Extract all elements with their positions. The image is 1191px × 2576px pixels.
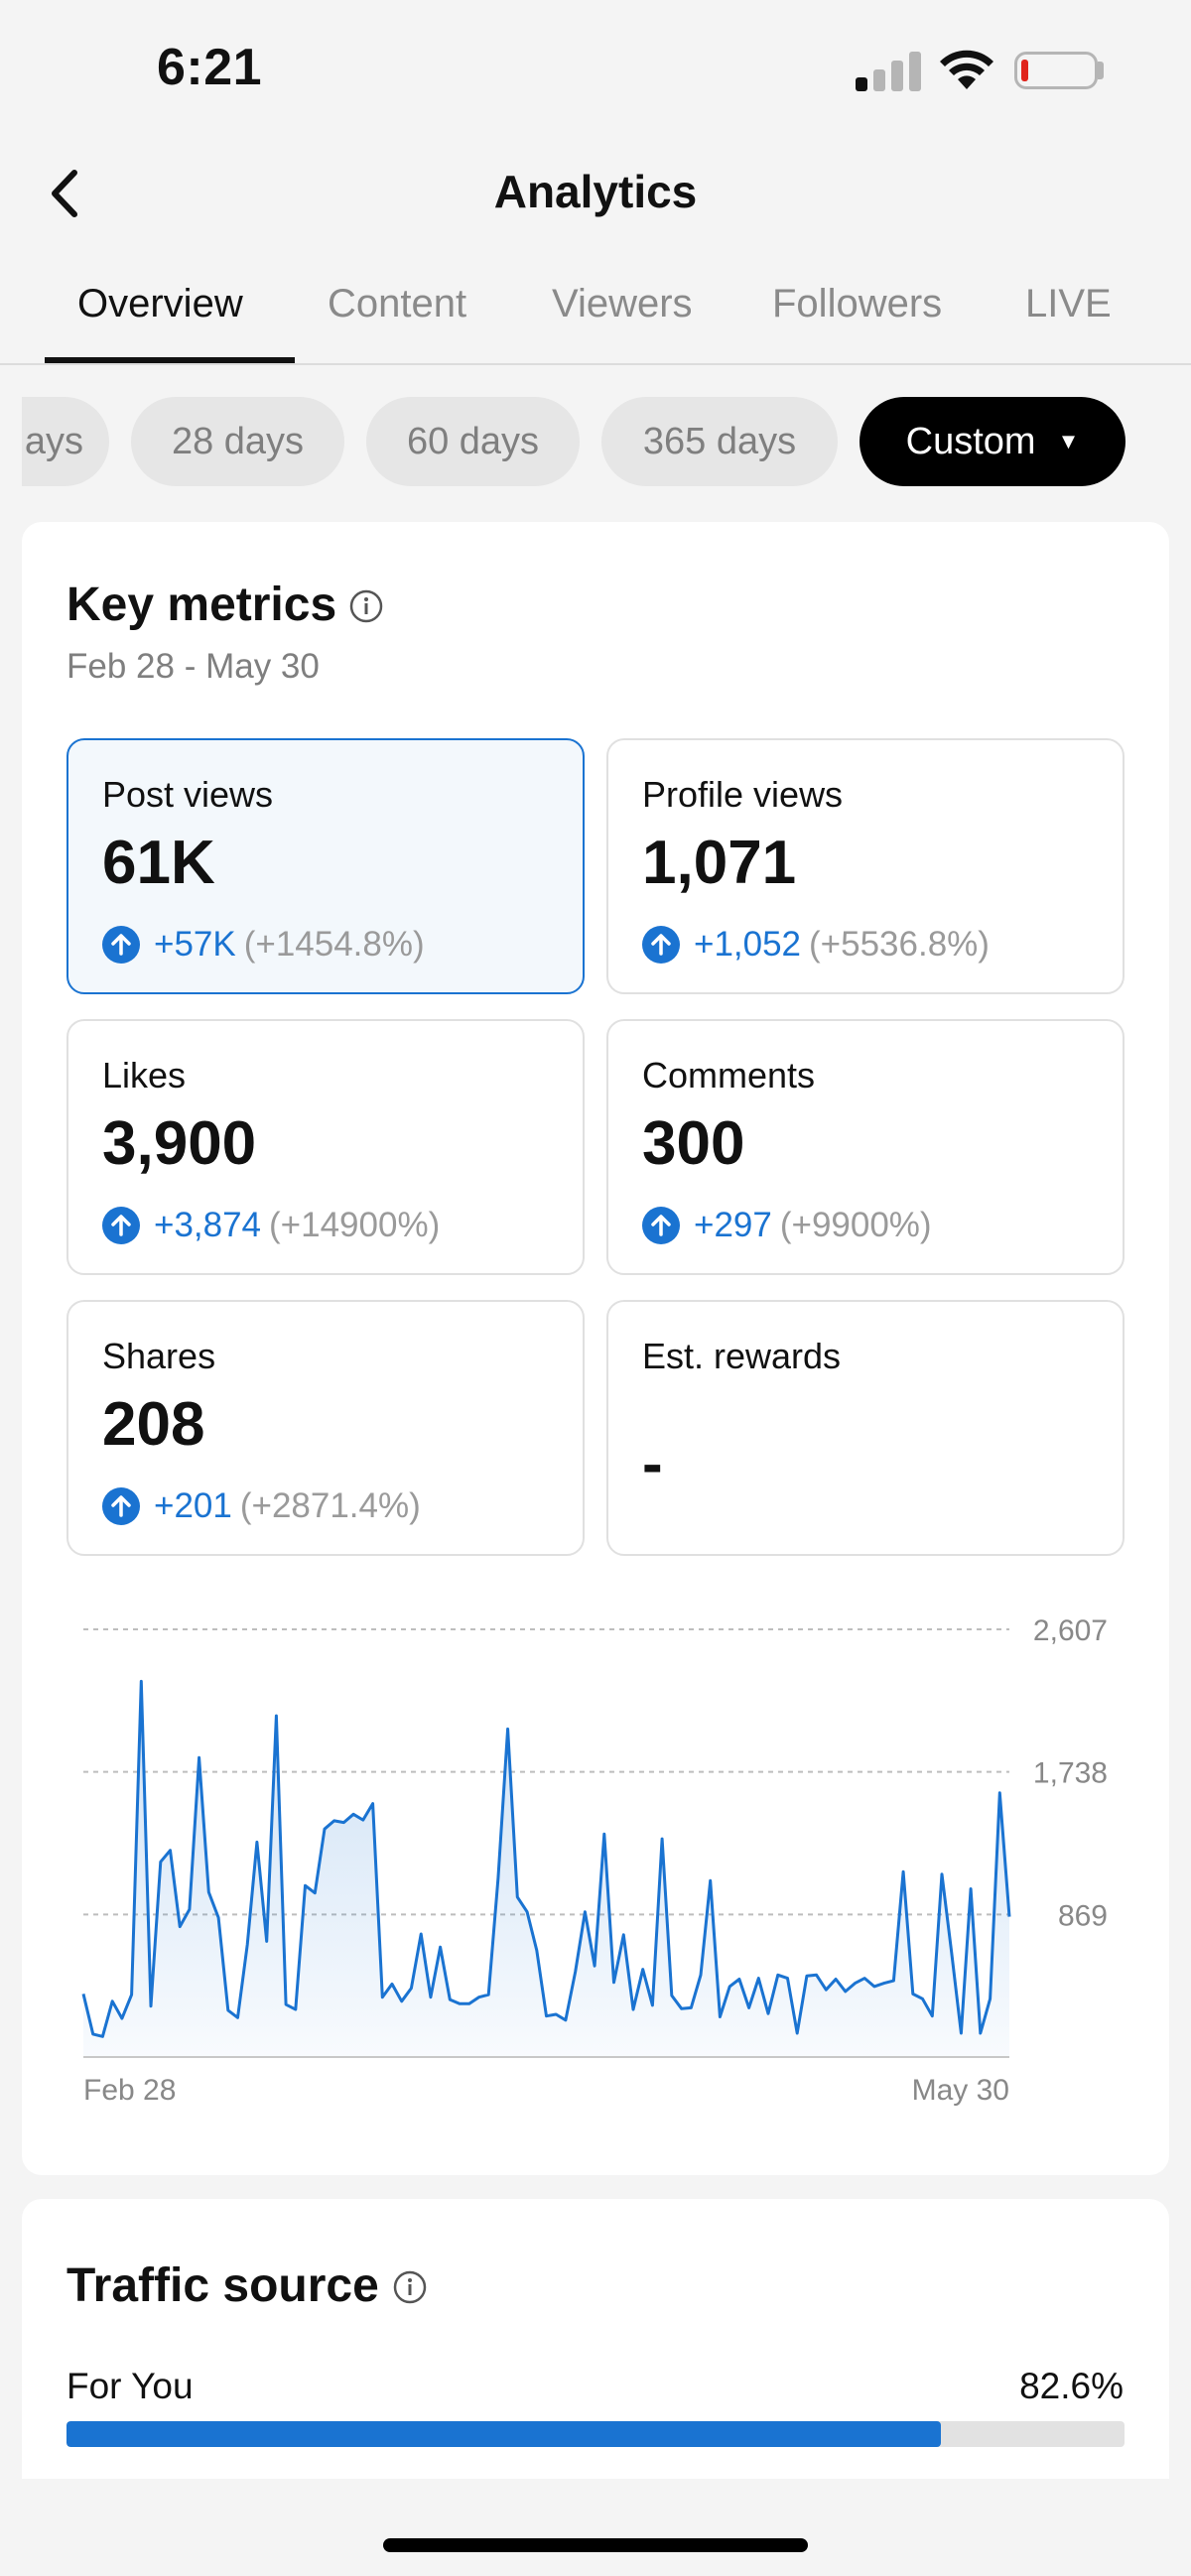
traffic-source-value: 82.6% bbox=[1019, 2366, 1124, 2406]
metric-change-percent: (+14900%) bbox=[269, 1206, 441, 1244]
y-tick-label: 869 bbox=[1058, 1899, 1108, 1932]
tab-viewers[interactable]: Viewers bbox=[552, 282, 693, 325]
tab-overview[interactable]: Overview bbox=[77, 282, 243, 325]
chip-60-days[interactable]: 60 days bbox=[366, 397, 580, 486]
traffic-source-title: Traffic source bbox=[66, 2259, 379, 2312]
traffic-source-bar bbox=[66, 2421, 1125, 2447]
nav-bar: Analytics bbox=[0, 139, 1191, 248]
info-icon[interactable] bbox=[393, 2270, 427, 2304]
metric-change-percent: (+2871.4%) bbox=[239, 1486, 421, 1525]
metric-change-value: +201 bbox=[154, 1486, 232, 1525]
metric-label: Likes bbox=[102, 1055, 187, 1095]
tab-followers[interactable]: Followers bbox=[772, 282, 943, 325]
metric-change: +297 (+9900%) bbox=[642, 1206, 932, 1245]
caret-down-icon: ▼ bbox=[1057, 429, 1080, 453]
traffic-source-bar-fill bbox=[66, 2421, 941, 2447]
metric-change-percent: (+1454.8%) bbox=[243, 925, 425, 964]
page-title: Analytics bbox=[493, 166, 698, 217]
metric-value: - bbox=[642, 1430, 663, 1498]
bottom-safe-area bbox=[0, 2479, 1191, 2576]
chip-custom[interactable]: Custom ▼ bbox=[860, 397, 1125, 486]
metric-label: Profile views bbox=[642, 774, 844, 815]
home-indicator bbox=[383, 2538, 808, 2552]
wifi-icon bbox=[940, 50, 993, 89]
metric-label: Shares bbox=[102, 1336, 216, 1376]
metric-value: 61K bbox=[102, 829, 215, 897]
metric-comments[interactable]: Comments 300 +297 (+9900%) bbox=[606, 1019, 1125, 1275]
metric-change: +3,874 (+14900%) bbox=[102, 1206, 440, 1245]
metric-value: 1,071 bbox=[642, 829, 797, 897]
chart-area bbox=[83, 1681, 1009, 2057]
chip-custom-label: Custom bbox=[905, 420, 1036, 462]
cellular-signal-icon bbox=[856, 46, 921, 91]
tab-content[interactable]: Content bbox=[328, 282, 467, 325]
metric-change-percent: (+9900%) bbox=[779, 1206, 932, 1244]
chart-line bbox=[81, 1679, 1011, 2038]
status-bar: 6:21 bbox=[0, 0, 1191, 139]
key-metrics-title: Key metrics bbox=[66, 579, 337, 631]
traffic-source-card: Traffic source For You 82.6% bbox=[22, 2199, 1169, 2576]
chip-365-days[interactable]: 365 days bbox=[601, 397, 838, 486]
metric-post-views[interactable]: Post views 61K +57K (+1454.8%) bbox=[66, 738, 585, 994]
metric-est-rewards[interactable]: Est. rewards - bbox=[606, 1300, 1125, 1556]
battery-tip bbox=[1098, 62, 1104, 79]
post-views-chart: 869 1,738 2,607 Feb 28 May 30 bbox=[81, 1614, 1108, 2107]
metric-label: Post views bbox=[102, 774, 274, 815]
metric-change-value: +297 bbox=[694, 1206, 772, 1244]
metric-value: 208 bbox=[102, 1390, 205, 1459]
y-tick-label: 2,607 bbox=[1033, 1614, 1108, 1647]
metric-change-value: +57K bbox=[154, 925, 236, 964]
key-metrics-card: Key metrics Feb 28 - May 30 Post views 6… bbox=[22, 522, 1169, 2175]
metric-label: Est. rewards bbox=[642, 1336, 842, 1376]
chip-28-days[interactable]: 28 days bbox=[131, 397, 344, 486]
tab-bar: Overview Content Viewers Followers LIVE bbox=[0, 268, 1191, 365]
metric-change: +1,052 (+5536.8%) bbox=[642, 925, 990, 965]
x-tick-label-start: Feb 28 bbox=[83, 2074, 176, 2107]
info-icon[interactable] bbox=[349, 589, 383, 623]
arrow-up-icon bbox=[642, 926, 680, 964]
arrow-up-icon bbox=[102, 1207, 140, 1244]
chip-7-days-label: ays bbox=[24, 420, 83, 462]
metric-value: 3,900 bbox=[102, 1109, 257, 1178]
metric-value: 300 bbox=[642, 1109, 745, 1178]
arrow-up-icon bbox=[102, 1487, 140, 1525]
metric-likes[interactable]: Likes 3,900 +3,874 (+14900%) bbox=[66, 1019, 585, 1275]
active-tab-indicator bbox=[45, 357, 295, 363]
arrow-up-icon bbox=[102, 926, 140, 964]
metric-label: Comments bbox=[642, 1055, 816, 1095]
metric-change: +57K (+1454.8%) bbox=[102, 925, 425, 965]
metric-change: +201 (+2871.4%) bbox=[102, 1486, 421, 1526]
x-tick-label-end: May 30 bbox=[912, 2074, 1009, 2107]
battery-icon bbox=[1014, 52, 1098, 89]
status-time: 6:21 bbox=[157, 39, 263, 96]
chip-7-days[interactable]: ays bbox=[22, 397, 109, 486]
metric-change-value: +1,052 bbox=[694, 925, 802, 964]
traffic-source-label: For You bbox=[66, 2366, 194, 2406]
period-selector: ays 28 days 60 days 365 days Custom ▼ bbox=[22, 397, 1191, 492]
chevron-left-icon bbox=[52, 170, 77, 217]
tab-live[interactable]: LIVE bbox=[1025, 282, 1112, 325]
metric-change-value: +3,874 bbox=[154, 1206, 262, 1244]
metric-profile-views[interactable]: Profile views 1,071 +1,052 (+5536.8%) bbox=[606, 738, 1125, 994]
back-button[interactable] bbox=[30, 159, 99, 228]
y-tick-label: 1,738 bbox=[1033, 1757, 1108, 1790]
date-range: Feb 28 - May 30 bbox=[66, 647, 320, 686]
metric-change-percent: (+5536.8%) bbox=[809, 925, 990, 964]
metric-shares[interactable]: Shares 208 +201 (+2871.4%) bbox=[66, 1300, 585, 1556]
arrow-up-icon bbox=[642, 1207, 680, 1244]
